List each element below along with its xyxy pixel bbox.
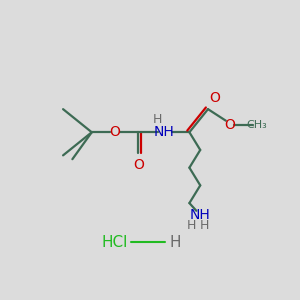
Text: H: H [170, 235, 181, 250]
Text: HCl: HCl [102, 235, 128, 250]
Text: H: H [200, 219, 210, 232]
Text: O: O [133, 158, 144, 172]
Text: H: H [186, 219, 196, 232]
Text: O: O [209, 92, 220, 105]
Text: O: O [224, 118, 235, 131]
Text: CH₃: CH₃ [247, 119, 267, 130]
Text: NH: NH [153, 125, 174, 139]
Text: H: H [153, 113, 162, 126]
Text: O: O [110, 125, 120, 139]
Text: NH: NH [190, 208, 211, 222]
